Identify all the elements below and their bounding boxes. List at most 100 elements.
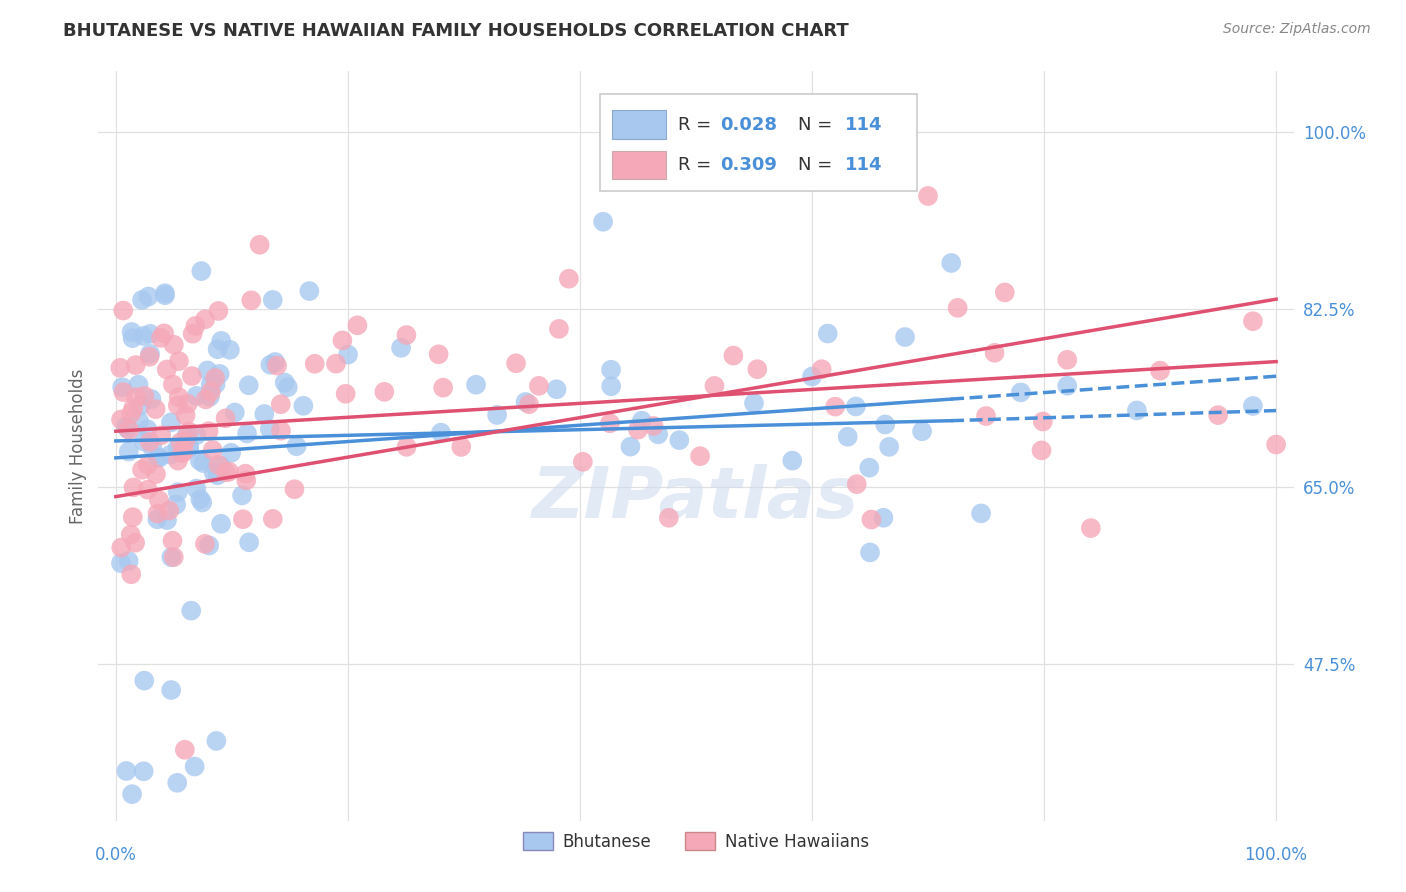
Y-axis label: Family Households: Family Households xyxy=(69,368,87,524)
Point xyxy=(238,378,260,392)
Point xyxy=(134,673,156,688)
Point xyxy=(120,567,142,582)
Point xyxy=(146,507,169,521)
Point xyxy=(157,503,180,517)
Point xyxy=(824,400,846,414)
Text: N =: N = xyxy=(797,156,838,174)
Point xyxy=(292,399,315,413)
Point xyxy=(505,356,527,370)
Point xyxy=(1126,403,1149,417)
Text: ZIPatlas: ZIPatlas xyxy=(533,464,859,533)
Point xyxy=(277,380,299,394)
Point xyxy=(994,285,1017,300)
Point xyxy=(285,439,308,453)
Text: 100.0%: 100.0% xyxy=(1244,846,1308,864)
Point xyxy=(173,743,195,757)
Point xyxy=(983,346,1005,360)
Point xyxy=(186,482,208,496)
Point xyxy=(197,424,219,438)
Point xyxy=(127,377,149,392)
Point xyxy=(486,408,509,422)
FancyBboxPatch shape xyxy=(613,111,666,139)
Point xyxy=(129,399,152,413)
Point xyxy=(198,539,221,553)
Point xyxy=(877,440,900,454)
Point xyxy=(430,425,453,440)
Point xyxy=(298,284,321,298)
Point xyxy=(209,459,232,474)
Point xyxy=(643,419,665,434)
Point xyxy=(132,434,155,449)
Point xyxy=(817,326,839,341)
Point xyxy=(131,293,153,307)
Point xyxy=(207,458,229,472)
Point xyxy=(112,303,135,318)
Point xyxy=(167,390,190,404)
Point xyxy=(131,463,153,477)
Legend: Bhutanese, Native Hawaiians: Bhutanese, Native Hawaiians xyxy=(516,826,876,857)
Point xyxy=(204,377,226,392)
Point xyxy=(169,435,191,450)
Point xyxy=(548,322,571,336)
Point xyxy=(125,358,148,372)
Point xyxy=(974,409,997,423)
Point xyxy=(209,334,232,348)
Point xyxy=(627,423,650,437)
Point xyxy=(259,358,281,372)
Point xyxy=(205,734,228,748)
Point xyxy=(335,386,357,401)
Point xyxy=(872,510,894,524)
Point xyxy=(141,392,163,406)
Point xyxy=(118,423,141,437)
Point xyxy=(134,389,156,403)
Point xyxy=(1206,408,1229,422)
Point xyxy=(395,440,418,454)
Point xyxy=(159,448,181,462)
Point xyxy=(115,419,138,434)
Point xyxy=(346,318,368,333)
Text: N =: N = xyxy=(797,116,838,134)
Point xyxy=(176,427,198,442)
Point xyxy=(395,328,418,343)
Point xyxy=(304,357,326,371)
Point xyxy=(121,510,143,524)
Point xyxy=(235,467,257,481)
Point xyxy=(162,533,184,548)
Point xyxy=(194,392,217,407)
Point xyxy=(146,512,169,526)
Point xyxy=(917,189,939,203)
Point xyxy=(742,396,765,410)
Point xyxy=(450,440,472,454)
Text: 114: 114 xyxy=(845,156,883,174)
Point xyxy=(110,541,132,555)
Point xyxy=(125,390,148,404)
Point xyxy=(207,342,229,356)
Point xyxy=(572,455,595,469)
Point xyxy=(153,288,176,302)
Point xyxy=(703,379,725,393)
Point xyxy=(141,441,163,455)
Point xyxy=(219,446,242,460)
Point xyxy=(465,377,488,392)
Point xyxy=(592,215,614,229)
Point xyxy=(149,331,172,345)
Point xyxy=(139,434,162,449)
Point xyxy=(121,331,143,345)
Point xyxy=(389,341,412,355)
Point xyxy=(264,355,287,369)
Point xyxy=(845,400,868,414)
Point xyxy=(238,535,260,549)
Point xyxy=(166,440,188,454)
Point xyxy=(162,377,184,392)
Point xyxy=(332,334,354,348)
Point xyxy=(118,444,141,458)
Point xyxy=(177,440,200,454)
Point xyxy=(136,483,159,497)
Point xyxy=(188,492,211,507)
Point xyxy=(150,428,173,442)
Text: 0.309: 0.309 xyxy=(720,156,776,174)
Point xyxy=(160,416,183,430)
Text: Source: ZipAtlas.com: Source: ZipAtlas.com xyxy=(1223,22,1371,37)
Point xyxy=(179,441,201,455)
Point xyxy=(209,516,232,531)
